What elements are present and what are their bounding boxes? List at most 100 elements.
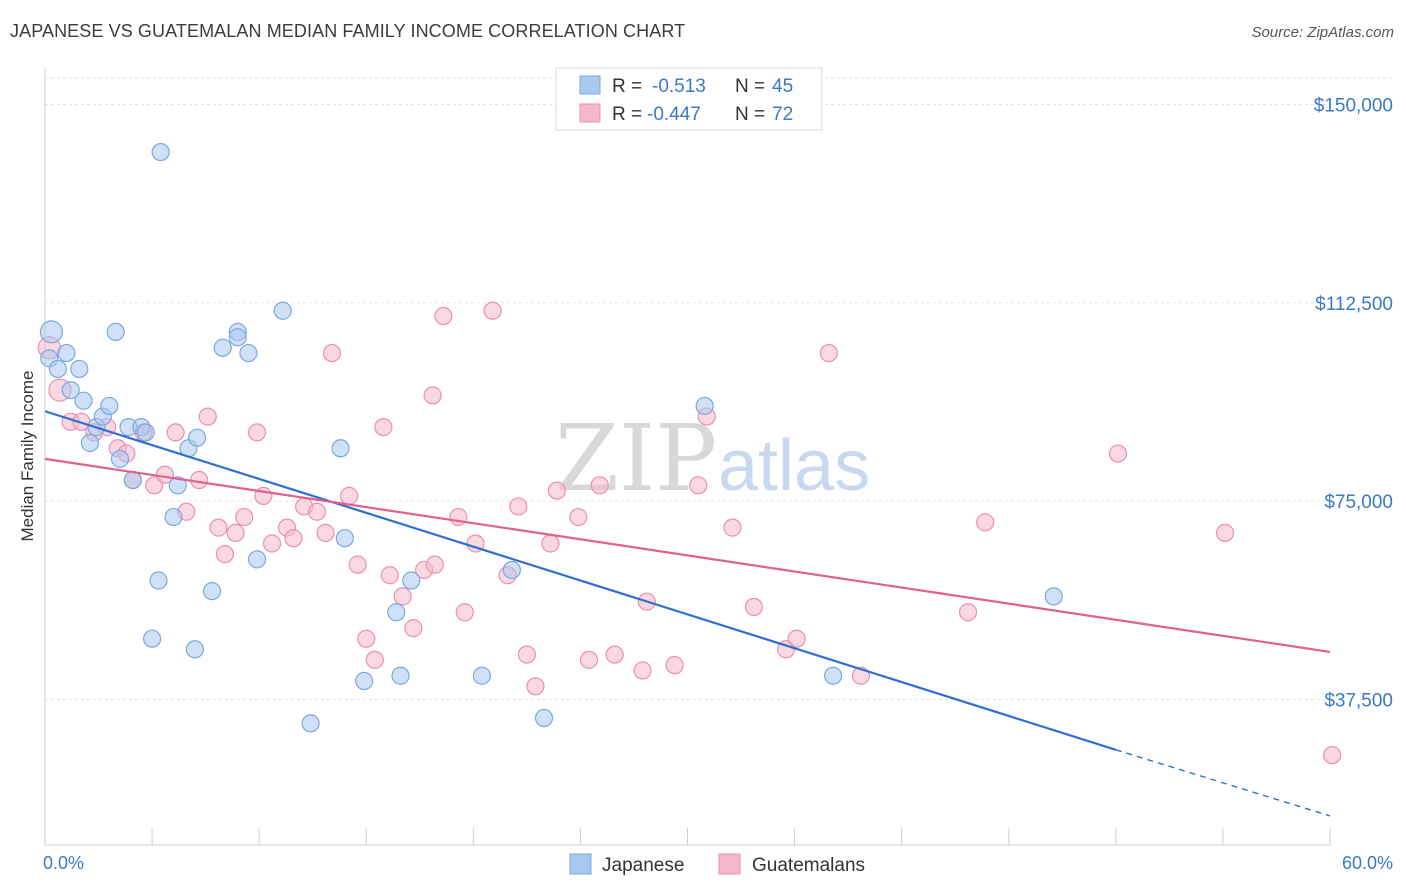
guatemalans-point — [340, 486, 359, 505]
legend-n-label: N = — [735, 104, 765, 125]
guatemalans-point — [198, 407, 217, 426]
chart-title: JAPANESE VS GUATEMALAN MEDIAN FAMILY INC… — [10, 21, 686, 41]
guatemalans-point — [235, 507, 254, 527]
japanese-point — [1044, 587, 1063, 606]
guatemalans-point — [316, 523, 335, 543]
japanese-point — [239, 343, 258, 363]
legend-r-value: -0.447 — [647, 104, 701, 125]
japanese-point — [472, 666, 491, 685]
guatemalans-point — [723, 518, 742, 537]
guatemalans-point — [374, 418, 393, 437]
japanese-point — [149, 571, 168, 590]
guatemalans-point — [483, 301, 502, 320]
bottom-legend-swatch-guatemalans — [718, 853, 741, 875]
japanese-point — [247, 550, 267, 569]
japanese-trend-line — [44, 410, 1117, 751]
guatemalans-point — [190, 470, 209, 490]
y-tick-label: $75,000 — [1324, 492, 1393, 513]
guatemalans-point — [579, 650, 599, 669]
y-axis-label: Median Family Income — [18, 370, 37, 541]
guatemalans-point — [744, 597, 763, 617]
x-tick-label-max: 60.0% — [1342, 853, 1393, 873]
guatemalans-point — [393, 587, 412, 606]
x-tick-label-min: 0.0% — [43, 853, 84, 873]
guatemalans-point — [380, 566, 399, 585]
guatemalans-point — [423, 386, 442, 405]
japanese-point — [168, 476, 187, 495]
guatemalans-point — [976, 513, 995, 532]
legend-r-label: R = — [612, 104, 642, 125]
guatemalans-point — [547, 481, 566, 500]
watermark-zip: ZIP — [555, 405, 717, 512]
legend-n-label: N = — [735, 76, 765, 97]
guatemalans-point — [590, 476, 609, 495]
bottom-legend-guatemalans: Guatemalans — [752, 855, 865, 876]
guatemalans-point — [166, 423, 185, 442]
japanese-point — [402, 571, 421, 590]
japanese-point — [213, 338, 232, 357]
y-tick-label: $112,500 — [1315, 294, 1393, 315]
japanese-point — [273, 301, 292, 320]
japanese-point — [502, 560, 521, 580]
japanese-point — [74, 391, 93, 410]
bottom-legend-japanese: Japanese — [602, 855, 684, 876]
guatemalans-point — [434, 306, 453, 326]
japanese-point — [185, 640, 205, 659]
axes — [44, 68, 1331, 846]
japanese-trend-extension — [1115, 749, 1331, 817]
japanese-point — [824, 666, 843, 685]
guatemalans-point — [958, 603, 978, 622]
gridlines — [45, 77, 1392, 701]
japanese-point — [331, 439, 350, 458]
japanese-point — [202, 581, 222, 601]
japanese-points — [39, 142, 1063, 733]
guatemalans-point — [226, 523, 245, 543]
guatemalans-point — [262, 534, 282, 553]
japanese-point — [57, 343, 76, 363]
guatemalans-point — [526, 677, 545, 696]
guatemalans-point — [517, 645, 536, 664]
watermark-atlas: atlas — [718, 426, 870, 506]
japanese-point — [100, 396, 119, 416]
guatemalans-trend-line — [44, 457, 1331, 654]
guatemalans-point — [307, 502, 327, 521]
japanese-point — [110, 449, 130, 468]
guatemalans-point — [665, 656, 684, 675]
japanese-point — [151, 142, 170, 162]
guatemalans-point — [348, 555, 367, 574]
guatemalans-point — [689, 476, 708, 495]
trend-lines — [44, 410, 1331, 817]
guatemalans-point — [633, 661, 652, 680]
legend-swatch-guatemalans — [579, 103, 601, 123]
japanese-point — [123, 470, 142, 490]
guatemalans-points — [37, 301, 1342, 765]
guatemalans-point — [357, 629, 376, 648]
guatemalans-point — [425, 555, 444, 574]
y-tick-label: $37,500 — [1324, 691, 1393, 712]
legend-r-label: R = — [612, 76, 642, 97]
japanese-point — [187, 428, 207, 447]
source-label: Source: ZipAtlas.com — [1251, 24, 1394, 41]
y-tick-label: $150,000 — [1314, 95, 1393, 116]
legend-box: R = -0.513 N = 45 R = -0.447 N = 72 — [555, 67, 823, 131]
guatemalans-point — [819, 343, 838, 363]
japanese-point — [335, 529, 354, 548]
legend-n-value: 72 — [772, 104, 793, 125]
guatemalans-point — [1108, 444, 1128, 463]
japanese-point — [355, 671, 374, 691]
guatemalans-point — [541, 534, 560, 553]
japanese-point — [391, 666, 410, 685]
guatemalans-point — [215, 544, 234, 564]
japanese-point — [80, 433, 100, 453]
y-tick-labels: $37,500 $75,000 $112,500 $150,000 — [1314, 95, 1393, 711]
japanese-point — [534, 708, 554, 728]
legend-r-value: -0.513 — [652, 76, 706, 97]
guatemalans-point — [404, 619, 423, 638]
japanese-point — [142, 629, 162, 648]
guatemalans-point — [569, 507, 588, 527]
guatemalans-point — [1215, 523, 1235, 543]
guatemalans-point — [605, 645, 624, 664]
japanese-point — [48, 359, 67, 379]
japanese-point — [387, 603, 406, 622]
